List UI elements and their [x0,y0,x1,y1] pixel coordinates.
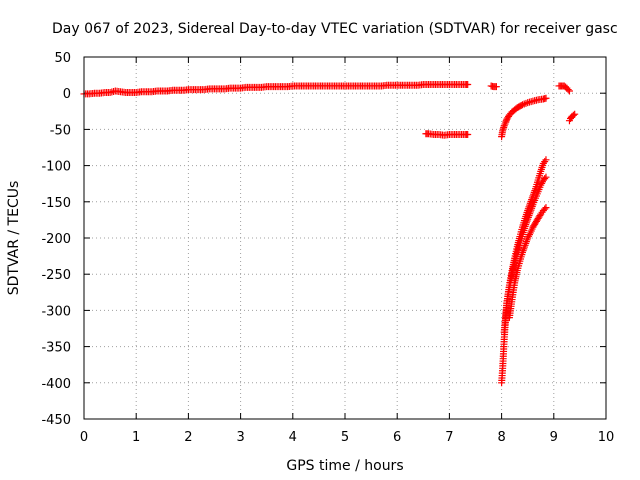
y-tick-label: -100 [41,160,71,175]
data-point [464,130,472,138]
series-late-segment-1 [555,82,573,95]
y-tick-label: -200 [41,232,71,247]
data-point [464,81,472,89]
data-point [492,83,500,91]
data-point [542,173,550,181]
x-tick-label: 3 [236,430,244,445]
y-tick-label: -250 [41,268,71,283]
data-point [542,94,550,102]
x-tick-label: 4 [289,430,297,445]
data-point [501,120,509,128]
y-tick-label: -450 [41,413,71,428]
data-point [542,156,550,164]
data-point [569,111,577,119]
y-tick-label: -350 [41,341,71,356]
series-arc-2 [500,173,550,336]
y-tick-label: -50 [50,123,71,138]
grid [84,57,606,419]
data-point [565,87,573,95]
tick-labels: 0 1 2 3 4 5 6 7 8 9 10 50 0 -50 -100 -150 -200 -250 -300 -3… [41,51,614,445]
x-tick-label: 10 [598,430,615,445]
x-tick-label: 1 [132,430,140,445]
x-tick-label: 6 [393,430,401,445]
series-arc-3 [505,204,550,322]
x-tick-label: 2 [184,430,192,445]
series-main-trend [80,81,472,98]
chart-title: Day 067 of 2023, Sidereal Day-to-day VTE… [52,21,618,37]
y-tick-label: 0 [63,87,71,102]
y-tick-label: -150 [41,196,71,211]
data-point [564,86,572,94]
x-tick-label: 8 [497,430,505,445]
series-short-segment [487,82,500,91]
x-tick-label: 7 [445,430,453,445]
x-axis-label: GPS time / hours [286,458,403,474]
series-offset-segment [422,130,472,139]
x-tick-label: 0 [80,430,88,445]
series-late-segment-2 [565,110,579,125]
data-point [571,110,579,118]
axis-ticks [83,56,607,420]
y-tick-label: 50 [54,51,71,66]
data-point [541,205,549,213]
plot-frame [83,56,607,420]
x-tick-label: 5 [341,430,349,445]
data-point [525,231,533,239]
data-point [517,102,525,110]
data-point [542,204,550,212]
data-point [541,175,549,183]
series-recovery-arc [498,94,550,141]
y-tick-label: -400 [41,377,71,392]
data-points [80,81,579,387]
series-arc-1 [498,156,550,387]
y-tick-label: -300 [41,304,71,319]
x-tick-label: 9 [550,430,558,445]
y-axis-label: SDTVAR / TECUs [6,181,22,296]
